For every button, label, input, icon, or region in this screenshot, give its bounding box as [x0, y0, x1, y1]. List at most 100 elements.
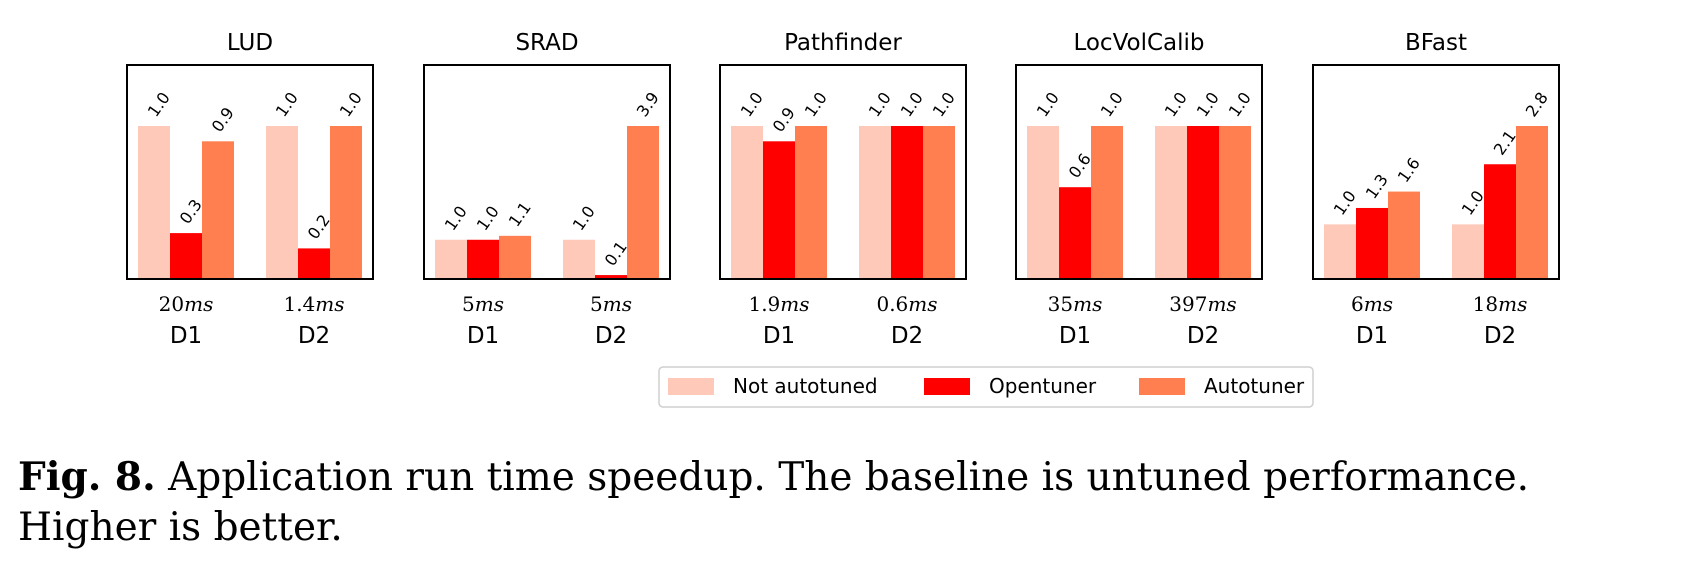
- bar-value-label: 0.2: [304, 211, 334, 243]
- dataset-label: D2: [891, 323, 923, 349]
- bar-value-label: 1.0: [144, 89, 174, 121]
- bar-value-label: 0.1: [601, 238, 631, 270]
- bar-srad-d2-opentuner: [595, 275, 627, 279]
- bar-value-label: 1.0: [1033, 89, 1063, 121]
- bar-value-label: 1.0: [897, 89, 927, 121]
- bar-lud-d1-autotuner: [202, 141, 234, 279]
- legend-label-opentuner: Opentuner: [989, 374, 1097, 398]
- bar-value-label: 1.0: [737, 89, 767, 121]
- bar-pathfinder-d2-autotuner: [923, 126, 955, 279]
- bar-value-label: 1.0: [1097, 89, 1127, 121]
- bar-locvolcalib-d1-autotuner: [1091, 126, 1123, 279]
- bar-value-label: 1.0: [272, 89, 302, 121]
- baseline-time-unit: ms: [1498, 292, 1527, 316]
- legend-label-not-autotuned: Not autotuned: [733, 374, 878, 398]
- baseline-time-unit: ms: [908, 292, 937, 316]
- baseline-time-unit: ms: [1207, 292, 1236, 316]
- dataset-label: D1: [1356, 323, 1388, 349]
- panel-frame: [1015, 64, 1263, 280]
- bar-lud-d2-opentuner: [298, 248, 330, 279]
- baseline-time-unit: ms: [315, 292, 344, 316]
- dataset-label: D2: [298, 323, 330, 349]
- bar-pathfinder-d2-not-autotuned: [859, 126, 891, 279]
- legend-swatch-not-autotuned: [668, 378, 714, 395]
- bar-value-label: 1.3: [1362, 171, 1392, 203]
- dataset-label: D1: [763, 323, 795, 349]
- baseline-time-label: 1.4ms: [283, 292, 344, 316]
- bar-value-label: 1.0: [1161, 89, 1191, 121]
- bar-locvolcalib-d2-opentuner: [1187, 126, 1219, 279]
- baseline-time-value: 0.6: [876, 292, 908, 316]
- bar-value-label: 1.0: [1330, 187, 1360, 219]
- bar-srad-d1-autotuner: [499, 235, 531, 279]
- bar-value-label: 1.1: [505, 198, 535, 230]
- baseline-time-value: 6: [1351, 292, 1364, 316]
- bar-srad-d2-not-autotuned: [563, 239, 595, 279]
- dataset-label: D2: [1484, 323, 1516, 349]
- bar-lud-d2-autotuner: [330, 126, 362, 279]
- panel-frame: [1312, 64, 1560, 280]
- dataset-label: D1: [467, 323, 499, 349]
- bar-value-label: 1.0: [1193, 89, 1223, 121]
- bar-locvolcalib-d1-not-autotuned: [1027, 126, 1059, 279]
- baseline-time-label: 20ms: [159, 292, 214, 316]
- legend-label-autotuner: Autotuner: [1204, 374, 1305, 398]
- baseline-time-unit: ms: [603, 292, 632, 316]
- bar-value-label: 1.0: [1225, 89, 1255, 121]
- bar-srad-d1-opentuner: [467, 239, 499, 279]
- bar-value-label: 1.0: [473, 202, 503, 234]
- bar-locvolcalib-d2-autotuner: [1219, 126, 1251, 279]
- baseline-time-unit: ms: [780, 292, 809, 316]
- bar-value-label: 1.0: [865, 89, 895, 121]
- bar-pathfinder-d2-opentuner: [891, 126, 923, 279]
- baseline-time-value: 397: [1169, 292, 1207, 316]
- bar-bfast-d2-opentuner: [1484, 164, 1516, 279]
- bar-lud-d2-not-autotuned: [266, 126, 298, 279]
- bar-value-label: 1.0: [1458, 187, 1488, 219]
- baseline-time-label: 1.9ms: [748, 292, 809, 316]
- bar-value-label: 1.0: [569, 202, 599, 234]
- baseline-time-label: 6ms: [1351, 292, 1393, 316]
- bar-pathfinder-d1-opentuner: [763, 141, 795, 279]
- panel-title: SRAD: [515, 30, 578, 56]
- baseline-time-label: 397ms: [1169, 292, 1236, 316]
- bar-bfast-d1-opentuner: [1356, 207, 1388, 279]
- baseline-time-unit: ms: [1073, 292, 1102, 316]
- dataset-label: D1: [170, 323, 202, 349]
- baseline-time-value: 18: [1473, 292, 1498, 316]
- panel-frame: [126, 64, 374, 280]
- bar-value-label: 0.6: [1065, 150, 1095, 182]
- panel-title: Pathfinder: [784, 30, 902, 56]
- baseline-time-value: 35: [1048, 292, 1073, 316]
- speedup-figure: LUD1.00.30.920msD11.00.21.01.4msD2SRAD1.…: [126, 30, 1560, 408]
- legend: Not autotuned Opentuner Autotuner: [658, 366, 1314, 408]
- baseline-time-unit: ms: [184, 292, 213, 316]
- bar-value-label: 0.3: [176, 196, 206, 228]
- bar-lud-d1-not-autotuned: [138, 126, 170, 279]
- baseline-time-label: 18ms: [1473, 292, 1528, 316]
- bar-locvolcalib-d1-opentuner: [1059, 187, 1091, 279]
- bar-locvolcalib-d2-not-autotuned: [1155, 126, 1187, 279]
- panel-frame: [423, 64, 671, 280]
- bar-pathfinder-d1-autotuner: [795, 126, 827, 279]
- legend-swatch-autotuner: [1139, 378, 1185, 395]
- baseline-time-label: 0.6ms: [876, 292, 937, 316]
- baseline-time-value: 5: [462, 292, 475, 316]
- bar-value-label: 1.0: [441, 202, 471, 234]
- baseline-time-label: 5ms: [590, 292, 632, 316]
- figure-caption: Fig. 8. Application run time speedup. Th…: [18, 452, 1678, 553]
- bar-bfast-d2-not-autotuned: [1452, 224, 1484, 279]
- legend-swatch-opentuner: [924, 378, 970, 395]
- baseline-time-value: 5: [590, 292, 603, 316]
- baseline-time-value: 1.4: [283, 292, 315, 316]
- caption-text: Application run time speedup. The baseli…: [18, 455, 1530, 550]
- bar-value-label: 1.0: [801, 89, 831, 121]
- bar-bfast-d1-not-autotuned: [1324, 224, 1356, 279]
- panel-frame: [719, 64, 967, 280]
- baseline-time-label: 35ms: [1048, 292, 1103, 316]
